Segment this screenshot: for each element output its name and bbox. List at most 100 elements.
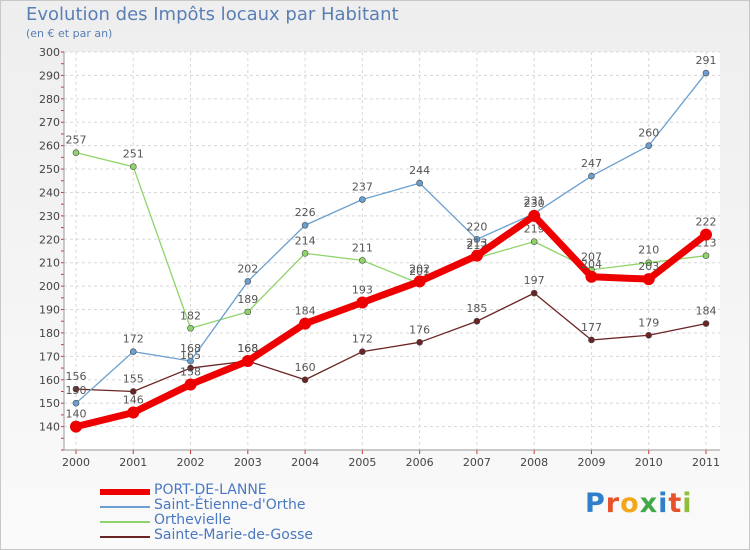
- data-label-orthevielle: 214: [295, 234, 316, 247]
- data-point-orthevielle: [244, 308, 252, 316]
- data-label-saint-etienne-d-orthe: 150: [66, 384, 87, 397]
- x-tick-label: 2000: [62, 456, 90, 469]
- y-tick-label: 220: [39, 233, 60, 246]
- legend-label-sainte-marie-de-gosse: Sainte-Marie-de-Gosse: [154, 527, 314, 543]
- data-label-saint-etienne-d-orthe: 168: [180, 342, 201, 355]
- logo-letter: o: [620, 488, 640, 519]
- data-label-sainte-marie-de-gosse: 184: [696, 305, 717, 318]
- data-point-saint-etienne-d-orthe: [244, 278, 252, 285]
- data-label-orthevielle: 207: [581, 251, 602, 264]
- y-tick-label: 250: [39, 163, 60, 176]
- x-tick-label: 2003: [234, 456, 262, 469]
- data-label-port-de-lanne: 158: [180, 365, 201, 378]
- y-tick-label: 260: [39, 140, 60, 153]
- data-point-saint-etienne-d-orthe: [416, 179, 423, 187]
- data-label-sainte-marie-de-gosse: 156: [66, 370, 87, 383]
- x-tick-label: 2007: [463, 456, 491, 469]
- data-point-port-de-lanne: [299, 317, 312, 330]
- data-label-orthevielle: 211: [352, 241, 373, 254]
- data-label-saint-etienne-d-orthe: 244: [409, 164, 430, 177]
- legend-swatch-orthevielle: [100, 521, 150, 523]
- data-label-sainte-marie-de-gosse: 165: [180, 349, 201, 362]
- data-point-saint-etienne-d-orthe: [645, 142, 653, 149]
- data-point-orthevielle: [530, 238, 538, 245]
- x-tick-label: 2009: [577, 456, 605, 469]
- data-point-saint-etienne-d-orthe: [129, 348, 137, 355]
- data-point-saint-etienne-d-orthe: [301, 221, 309, 229]
- data-label-port-de-lanne: 140: [66, 408, 87, 421]
- data-point-orthevielle: [359, 257, 366, 264]
- data-label-port-de-lanne: 204: [581, 258, 602, 271]
- y-tick-label: 180: [39, 327, 60, 340]
- x-tick-label: 2010: [635, 456, 663, 469]
- data-label-sainte-marie-de-gosse: 185: [466, 302, 487, 315]
- logo-letter: x: [639, 488, 659, 519]
- data-label-port-de-lanne: 230: [524, 197, 545, 210]
- data-label-port-de-lanne: 146: [123, 394, 144, 407]
- data-point-sainte-marie-de-gosse: [72, 385, 80, 393]
- data-label-sainte-marie-de-gosse: 168: [237, 342, 258, 355]
- y-tick-label: 300: [39, 46, 60, 59]
- logo-letter: i: [682, 488, 693, 519]
- data-point-port-de-lanne: [700, 228, 712, 241]
- data-point-saint-etienne-d-orthe: [473, 235, 481, 243]
- data-point-port-de-lanne: [70, 420, 82, 433]
- chart-subtitle: (en € et par an): [26, 27, 113, 40]
- data-label-saint-etienne-d-orthe: 231: [524, 195, 545, 208]
- x-tick-label: 2001: [119, 456, 147, 469]
- data-label-orthevielle: 201: [409, 265, 430, 278]
- data-point-port-de-lanne: [241, 355, 254, 368]
- y-tick-label: 190: [39, 304, 60, 317]
- data-label-orthevielle: 257: [66, 134, 87, 147]
- series-line-orthevielle: [75, 152, 707, 329]
- data-point-sainte-marie-de-gosse: [416, 339, 423, 346]
- chart-title: Evolution des Impôts locaux par Habitant: [26, 4, 399, 25]
- y-tick-label: 290: [39, 69, 60, 82]
- series-line-saint-etienne-d-orthe: [75, 72, 707, 404]
- data-label-saint-etienne-d-orthe: 260: [638, 127, 659, 140]
- data-label-sainte-marie-de-gosse: 160: [295, 361, 316, 374]
- data-point-saint-etienne-d-orthe: [588, 172, 595, 180]
- legend-label-orthevielle: Orthevielle: [154, 512, 231, 528]
- data-point-orthevielle: [702, 252, 710, 259]
- logo-letter: t: [668, 488, 683, 519]
- data-point-sainte-marie-de-gosse: [588, 336, 595, 344]
- line-chart: 140 150 160 170 180 190 200 210 220 230 240 250 260 2…: [39, 46, 720, 469]
- data-label-port-de-lanne: 213: [466, 237, 487, 250]
- data-point-port-de-lanne: [585, 270, 598, 283]
- data-label-saint-etienne-d-orthe: 220: [466, 220, 487, 233]
- data-point-port-de-lanne: [184, 378, 197, 391]
- data-label-sainte-marie-de-gosse: 176: [409, 323, 430, 336]
- logo-letter: r: [605, 488, 621, 519]
- data-label-saint-etienne-d-orthe: 237: [352, 180, 373, 193]
- data-point-sainte-marie-de-gosse: [129, 388, 137, 395]
- data-point-port-de-lanne: [470, 249, 483, 262]
- data-label-saint-etienne-d-orthe: 172: [123, 333, 144, 346]
- data-label-sainte-marie-de-gosse: 172: [352, 333, 373, 346]
- data-point-saint-etienne-d-orthe: [702, 69, 710, 77]
- data-label-saint-etienne-d-orthe: 247: [581, 157, 602, 170]
- x-tick-label: 2004: [291, 456, 319, 469]
- series-line-port-de-lanne: [75, 212, 709, 430]
- y-tick-label: 280: [39, 93, 60, 106]
- y-tick-label: 270: [39, 116, 60, 129]
- data-point-sainte-marie-de-gosse: [301, 376, 309, 384]
- y-tick-label: 210: [39, 257, 60, 270]
- data-label-port-de-lanne: 184: [295, 305, 316, 318]
- y-tick-label: 160: [39, 374, 60, 387]
- legend-swatch-sainte-marie-de-gosse: [100, 536, 150, 538]
- x-tick-label: 2008: [520, 456, 548, 469]
- data-point-sainte-marie-de-gosse: [473, 317, 481, 325]
- data-label-port-de-lanne: 193: [352, 284, 373, 297]
- logo-letter: P: [585, 488, 606, 519]
- data-point-sainte-marie-de-gosse: [645, 331, 653, 339]
- data-point-port-de-lanne: [356, 296, 369, 309]
- data-point-sainte-marie-de-gosse: [702, 320, 710, 327]
- legend-label-saint-etienne-d-orthe: Saint-Étienne-d'Orthe: [154, 497, 306, 513]
- y-tick-label: 240: [39, 186, 60, 199]
- data-label-sainte-marie-de-gosse: 179: [638, 316, 659, 329]
- data-point-orthevielle: [187, 324, 194, 332]
- data-point-sainte-marie-de-gosse: [187, 364, 194, 372]
- legend-swatch-saint-etienne-d-orthe: [100, 506, 150, 508]
- legend-label-port-de-lanne: PORT-DE-LANNE: [154, 482, 267, 498]
